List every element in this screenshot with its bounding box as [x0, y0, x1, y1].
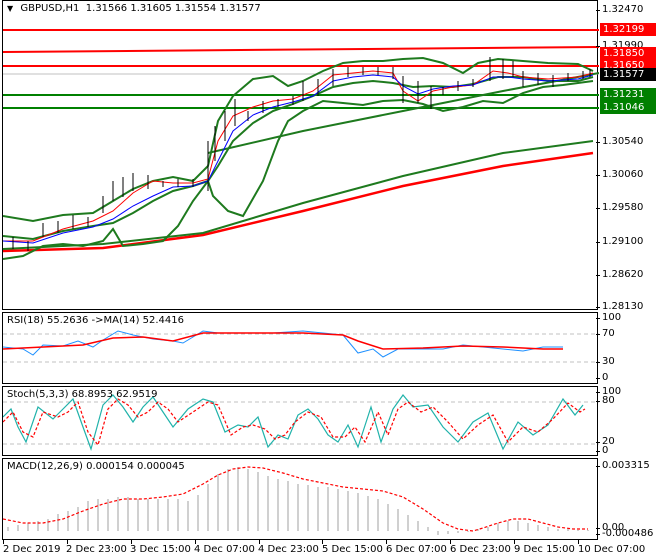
macd-tick: 0.003315 [596, 460, 650, 471]
level-tag-support: 1.31231 [600, 88, 656, 101]
dropdown-arrow-icon[interactable]: ▼ [7, 4, 14, 13]
price-tick: 1.31990 [595, 40, 644, 51]
time-label: 4 Dec 23:00 [258, 544, 319, 555]
level-tag-resistance: 1.31850 [600, 47, 656, 60]
price-axis[interactable]: 1.32470 1.32199 1.31990 1.31850 1.31650 … [595, 0, 660, 312]
time-axis[interactable]: 2 Dec 2019 2 Dec 23:00 3 Dec 15:00 4 Dec… [0, 540, 660, 560]
rsi-axis: 100 70 30 0 [595, 312, 660, 384]
price-plot [3, 29, 599, 260]
time-label: 4 Dec 07:00 [194, 544, 255, 555]
level-tag-support: 1.31046 [600, 101, 656, 114]
rsi-tick: 100 [595, 312, 622, 323]
price-tick: 1.28130 [595, 301, 644, 312]
time-label: 10 Dec 07:00 [578, 544, 646, 555]
rsi-pane[interactable]: RSI(18) 55.2636 ->MA(14) 52.4416 [2, 312, 599, 384]
rsi-tick: 70 [596, 328, 615, 339]
high-value: 1.31605 [130, 3, 172, 14]
macd-axis: 0.003315 0.00 -0.000486 [595, 458, 660, 540]
macd-tick: -0.000486 [595, 528, 654, 539]
rsi-tick: 0 [595, 372, 609, 383]
macd-tick: 0.00 [595, 522, 625, 533]
rsi-plot [3, 330, 599, 363]
close-value: 1.31577 [219, 3, 261, 14]
stoch-tick: 0 [595, 445, 609, 456]
stoch-tick: 80 [596, 395, 615, 406]
time-label: 3 Dec 15:00 [130, 544, 191, 555]
time-label: 6 Dec 23:00 [450, 544, 511, 555]
stoch-label: Stoch(5,3,3) 68.8953 62.9519 [7, 389, 158, 400]
stoch-pane[interactable]: Stoch(5,3,3) 68.8953 62.9519 [2, 386, 599, 456]
stoch-tick: 20 [596, 436, 615, 447]
low-value: 1.31554 [174, 3, 217, 14]
price-tick: 1.29580 [595, 202, 644, 213]
level-tag-resistance: 1.32199 [600, 23, 656, 36]
rsi-tick: 30 [596, 356, 615, 367]
macd-pane[interactable]: MACD(12,26,9) 0.000154 0.000045 [2, 458, 598, 540]
time-label: 6 Dec 07:00 [386, 544, 447, 555]
current-price-tag: 1.31577 [600, 68, 656, 81]
stoch-plot [3, 394, 599, 451]
time-label: 9 Dec 15:00 [514, 544, 575, 555]
stoch-tick: 100 [595, 386, 622, 397]
rsi-label: RSI(18) 55.2636 ->MA(14) 52.4416 [7, 315, 184, 326]
chart-title: ▼ GBPUSD,H1 1.31566 1.31605 1.31554 1.31… [7, 3, 261, 14]
open-value: 1.31566 [85, 3, 128, 14]
price-tick: 1.29100 [595, 236, 644, 247]
time-label: 2 Dec 23:00 [66, 544, 127, 555]
macd-plot [3, 466, 589, 535]
price-tick: 1.30540 [595, 136, 644, 147]
symbol-label: GBPUSD,H1 [20, 3, 80, 14]
price-tick: 1.32470 [595, 4, 644, 15]
price-pane[interactable]: ▼ GBPUSD,H1 1.31566 1.31605 1.31554 1.31… [2, 0, 599, 310]
price-tick: 1.30060 [595, 169, 644, 180]
stoch-axis: 100 80 20 0 [595, 386, 660, 456]
price-tick: 1.28620 [595, 269, 644, 280]
time-label: 2 Dec 2019 [3, 544, 61, 555]
time-label: 5 Dec 15:00 [322, 544, 383, 555]
macd-label: MACD(12,26,9) 0.000154 0.000045 [7, 461, 185, 472]
